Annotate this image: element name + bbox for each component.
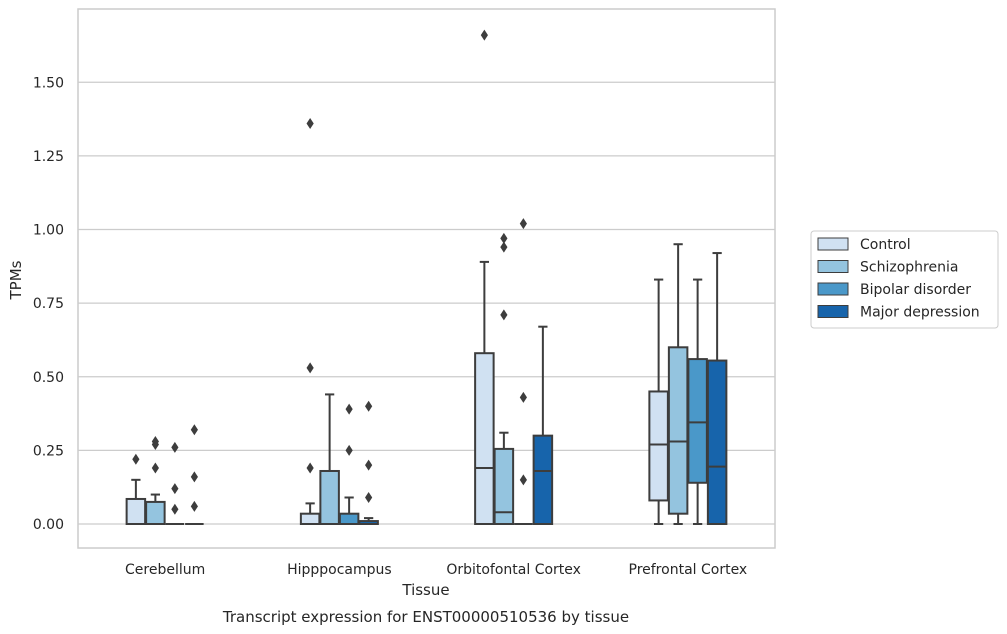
box-body [667,346,689,515]
outlier-point [306,117,314,129]
legend-item: Schizophrenia [817,260,958,276]
x-tick-label: Prefrontal Cortex [629,562,748,578]
x-tick-label: Cerebellum [125,562,205,578]
outlier-point [171,503,179,515]
y-tick-labels: 0.00 0.25 0.50 0.75 1.00 1.25 1.50 [33,75,64,533]
legend-label: Bipolar disorder [860,282,971,298]
legend-item: Bipolar disorder [817,282,971,298]
outlier-point [345,444,353,456]
box-body [493,447,515,525]
box-control [648,278,669,525]
legend-item: Control [817,237,911,253]
box-body [319,469,340,525]
y-tick-label: 0.00 [33,517,64,533]
outlier-point [500,232,508,244]
box-schizophrenia [145,436,166,526]
legend-label: Schizophrenia [860,260,958,276]
outlier-point [519,474,527,486]
box-body [532,434,554,525]
outlier-point [190,424,198,436]
box-schizophrenia [667,243,689,525]
outlier-point [171,441,179,453]
legend-swatch [817,305,849,318]
box-schizophrenia [319,393,340,525]
outlier-point [365,491,373,503]
x-tick-labels: Cerebellum Hipppocampus Orbitofontal Corte… [125,562,747,578]
outlier-point [365,400,373,412]
box-control [299,117,321,526]
legend-item: Major depression [817,305,980,321]
box-body [648,390,669,502]
box-bipolar-disorder [165,441,185,525]
y-tick-label: 0.25 [33,443,64,459]
outlier-point [190,500,198,512]
outlier-point [365,459,373,471]
box-body [125,497,147,525]
legend-label: Major depression [860,305,980,321]
outlier-point [171,483,179,495]
outlier-point [132,453,140,465]
outlier-point [480,29,488,41]
outlier-point [345,403,353,415]
plot-frame [77,8,776,549]
box-control [125,453,147,525]
box-bipolar-disorder [687,278,708,525]
box-body [338,512,360,526]
x-tick-label: Hipppocampus [287,562,392,578]
box-major-depression [706,252,728,525]
outlier-point [519,218,527,230]
box-bipolar-disorder [338,403,360,526]
outlier-point [306,362,314,374]
y-axis-title: TPMs [7,260,25,300]
legend: Control Schizophrenia Bipolar disorder Majo… [810,230,999,329]
chart-caption: Transcript expression for ENST0000051053… [222,608,629,626]
box-body [474,352,495,525]
outlier-point [519,391,527,403]
box-bipolar-disorder [514,218,533,525]
box-body [145,500,166,526]
outlier-point [306,462,314,474]
x-axis-title: Tissue [401,581,449,599]
box-major-depression [532,325,554,525]
box-control [474,29,495,525]
box-body [706,359,728,525]
grid-lines [78,81,775,525]
outlier-point [500,241,508,253]
box-schizophrenia [493,232,515,525]
legend-swatch [817,260,849,273]
outlier-point [500,309,508,321]
y-tick-label: 0.75 [33,296,64,312]
outlier-point [151,436,159,448]
y-tick-label: 1.50 [33,75,64,91]
box-major-depression [358,400,379,525]
x-tick-label: Orbitofontal Cortex [446,562,581,578]
box-body [299,512,321,526]
y-tick-label: 1.25 [33,149,64,165]
legend-label: Control [860,237,911,253]
y-tick-label: 0.50 [33,370,64,386]
outlier-point [151,462,159,474]
box-major-depression [185,424,204,525]
outlier-point [190,471,198,483]
box-plots [125,29,728,526]
legend-frame [810,230,999,329]
legend-swatch [817,237,849,251]
box-body [687,358,708,484]
y-tick-label: 1.00 [33,223,64,239]
legend-swatch [817,282,849,296]
